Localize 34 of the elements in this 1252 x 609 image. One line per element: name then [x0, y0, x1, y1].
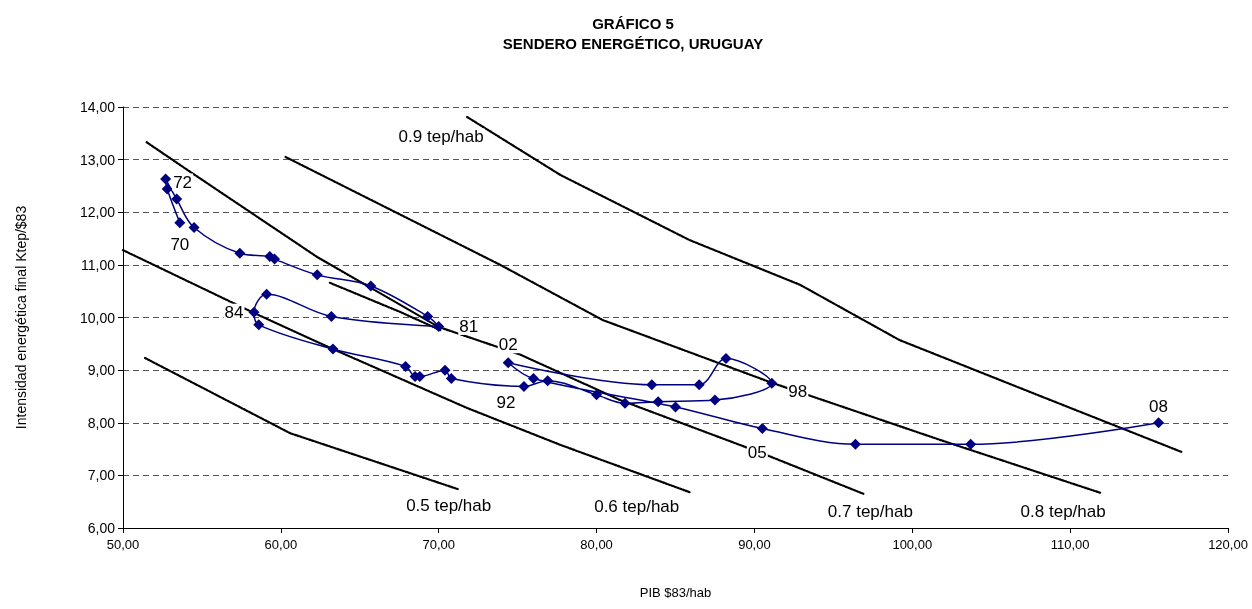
y-tick-label: 9,00	[87, 362, 116, 379]
annotation: 70	[170, 235, 190, 255]
annotation: 84	[224, 302, 244, 322]
annotation: 72	[173, 172, 193, 192]
annotation: 81	[459, 316, 479, 336]
annotation: 0.5 tep/hab	[406, 495, 492, 515]
y-tick-label: 7,00	[87, 467, 116, 484]
x-tick-label: 90,00	[738, 537, 771, 552]
annotation: 0.6 tep/hab	[594, 496, 680, 516]
annotation: 0.8 tep/hab	[1020, 502, 1106, 522]
x-tick-label: 60,00	[264, 537, 298, 552]
annotation: 98	[788, 381, 808, 401]
y-tick-label: 8,00	[87, 414, 116, 431]
annotation: 0.7 tep/hab	[827, 502, 913, 522]
y-tick-label: 6,00	[87, 520, 116, 536]
y-tick-label: 12,00	[79, 204, 116, 221]
x-tick-label: 50,00	[106, 537, 140, 552]
annotation: 05	[747, 443, 767, 463]
x-tick-label: 110,00	[1050, 537, 1090, 552]
x-tick-label: 100,00	[892, 537, 933, 552]
x-tick-label: 70,00	[422, 537, 455, 552]
x-tick-label: 80,00	[580, 537, 613, 552]
y-tick-label: 11,00	[81, 256, 116, 273]
y-tick-label: 14,00	[79, 99, 116, 115]
y-axis-title: Intensidad energética final Ktep/$83	[13, 205, 29, 430]
x-axis-title: PIB $83/hab	[639, 585, 712, 600]
annotation: 08	[1149, 397, 1168, 417]
y-tick-label: 13,00	[79, 151, 116, 168]
x-tick-label: 120,00	[1208, 537, 1248, 552]
annotation: 92	[496, 392, 516, 412]
y-tick-label: 10,00	[79, 309, 116, 326]
annotation: 02	[498, 335, 518, 355]
annotation: 0.9 tep/hab	[398, 127, 484, 147]
chart-title: GRÁFICO 5 SENDERO ENERGÉTICO, URUGUAY	[502, 14, 764, 52]
